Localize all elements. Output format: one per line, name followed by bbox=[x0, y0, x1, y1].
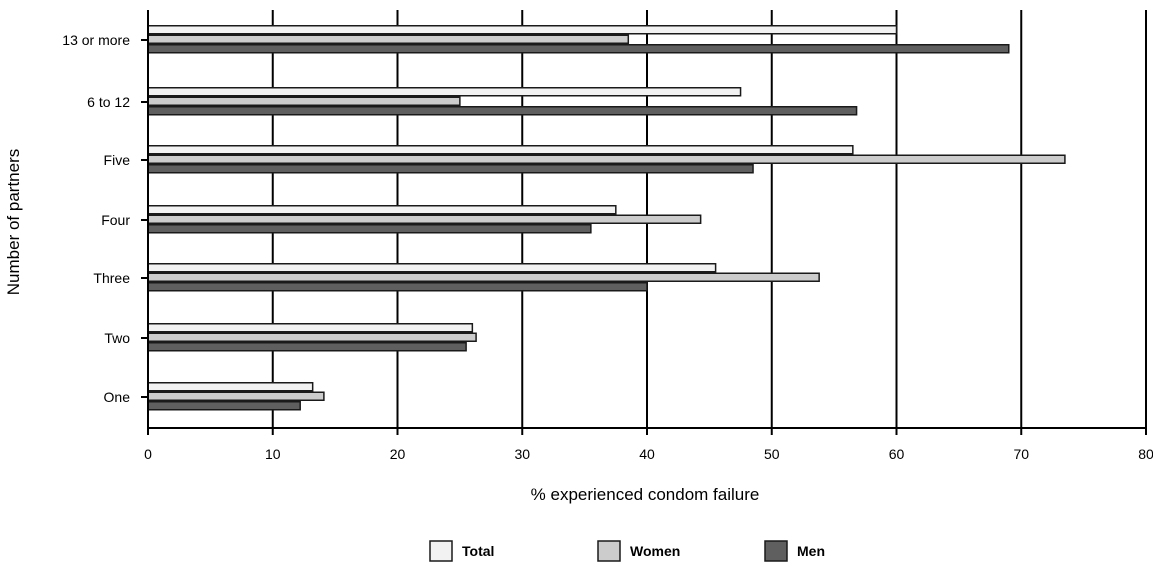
y-tick-label: 13 or more bbox=[62, 32, 130, 48]
bar-men-0 bbox=[147, 44, 1010, 54]
bar-women-6 bbox=[147, 391, 325, 401]
bar-total-6 bbox=[147, 382, 314, 392]
bar-men-6 bbox=[147, 401, 301, 411]
bar-total-0 bbox=[147, 25, 898, 35]
bar-total-3 bbox=[147, 205, 617, 215]
axis-layer: 13 or more 6 to 12 Five Four Three Two One 0 10 2… bbox=[62, 10, 1153, 462]
y-tick-label: 6 to 12 bbox=[87, 94, 130, 110]
bar-men-4 bbox=[147, 282, 648, 292]
x-tick-label: 20 bbox=[390, 446, 406, 462]
x-tick-label: 50 bbox=[764, 446, 780, 462]
bar-men-3 bbox=[147, 224, 592, 234]
x-tick-label: 30 bbox=[514, 446, 530, 462]
bar-total-1 bbox=[147, 87, 742, 97]
bar-layer bbox=[147, 25, 1066, 411]
x-tick-label: 0 bbox=[144, 446, 152, 462]
bar-women-3 bbox=[147, 214, 702, 224]
y-tick-label: One bbox=[104, 389, 131, 405]
legend-swatch-men bbox=[764, 540, 788, 562]
legend-label-total: Total bbox=[462, 543, 494, 559]
x-tick-label: 10 bbox=[265, 446, 281, 462]
legend: Total Women Men bbox=[429, 540, 825, 562]
y-tick-label: Five bbox=[104, 152, 131, 168]
x-tick-label: 40 bbox=[639, 446, 655, 462]
legend-swatch-women bbox=[597, 540, 621, 562]
bar-women-1 bbox=[147, 96, 461, 106]
x-axis-title: % experienced condom failure bbox=[531, 485, 760, 504]
legend-swatch-total bbox=[429, 540, 453, 562]
bar-men-2 bbox=[147, 164, 754, 174]
bar-men-5 bbox=[147, 342, 467, 352]
y-tick-label: Two bbox=[104, 330, 130, 346]
bar-total-4 bbox=[147, 263, 717, 273]
y-tick-label: Four bbox=[101, 212, 130, 228]
y-tick-label: Three bbox=[93, 270, 130, 286]
x-tick-label: 70 bbox=[1013, 446, 1029, 462]
bar-men-1 bbox=[147, 106, 858, 116]
x-tick-label: 60 bbox=[889, 446, 905, 462]
bar-women-4 bbox=[147, 272, 820, 282]
legend-label-men: Men bbox=[797, 543, 825, 559]
bar-total-2 bbox=[147, 145, 854, 155]
bar-women-5 bbox=[147, 332, 477, 342]
bar-total-5 bbox=[147, 323, 474, 333]
legend-label-women: Women bbox=[630, 543, 680, 559]
y-axis-title: Number of partners bbox=[4, 149, 23, 295]
bar-women-0 bbox=[147, 34, 630, 44]
bar-women-2 bbox=[147, 154, 1066, 164]
x-tick-label: 80 bbox=[1138, 446, 1153, 462]
